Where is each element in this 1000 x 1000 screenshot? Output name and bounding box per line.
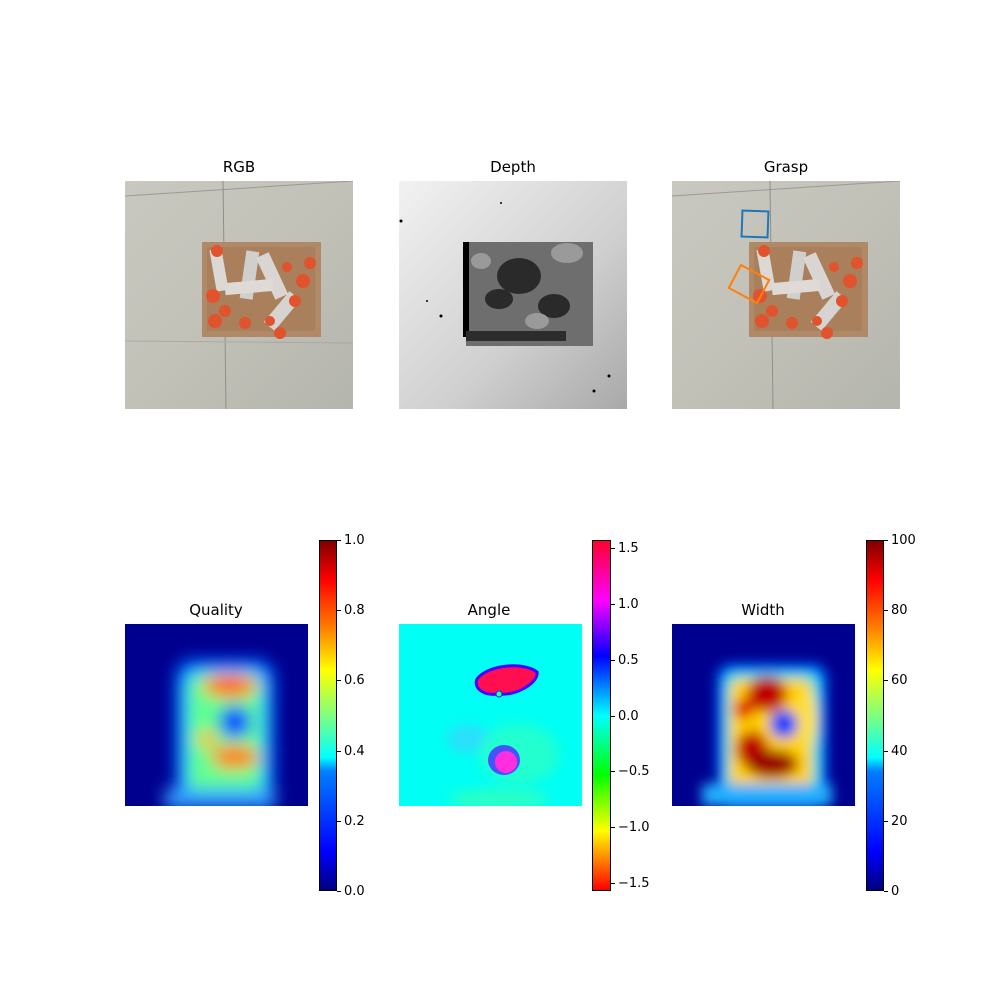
angle-colorbar-tick-label: 0.0 [618,709,639,724]
quality-colorbar-tick-label: 0.6 [344,673,365,688]
rgb-image [125,181,353,409]
quality-colorbar-tick-mark [337,891,341,892]
quality-title: Quality [189,601,243,619]
width-colorbar-tick-label: 80 [891,603,908,618]
grasp-image [672,181,900,409]
width-title: Width [741,601,785,619]
angle-title: Angle [467,601,511,619]
quality-colorbar-tick-mark [337,540,341,541]
width-colorbar-tick-label: 0 [891,884,900,899]
angle-colorbar-tick-mark [611,604,615,605]
angle-colorbar-tick-label: 0.5 [618,653,639,668]
quality-colorbar-tick-label: 0.0 [344,884,365,899]
quality-heatmap [125,624,308,806]
width-colorbar-tick-mark [884,891,888,892]
width-colorbar-tick-label: 60 [891,673,908,688]
angle-colorbar-tick-label: 1.0 [618,597,639,612]
rgb-title: RGB [222,158,256,176]
quality-colorbar-tick-label: 1.0 [344,533,365,548]
angle-colorbar-tick-mark [611,771,615,772]
width-colorbar-tick-mark [884,540,888,541]
angle-colorbar-tick-label: −0.5 [618,764,650,779]
width-colorbar-tick-label: 20 [891,814,908,829]
angle-colorbar-tick-mark [611,716,615,717]
depth-title: Depth [490,158,536,176]
angle-colorbar-tick-mark [611,660,615,661]
width-colorbar-tick-mark [884,610,888,611]
grasp-box-orange [727,263,771,305]
angle-colorbar-tick-label: −1.0 [618,820,650,835]
quality-colorbar [319,540,337,891]
quality-colorbar-tick-mark [337,751,341,752]
width-heatmap [672,624,855,806]
width-colorbar-tick-label: 100 [891,533,916,548]
angle-colorbar-tick-mark [611,883,615,884]
quality-colorbar-tick-label: 0.2 [344,814,365,829]
width-colorbar-tick-label: 40 [891,744,908,759]
quality-colorbar-tick-mark [337,821,341,822]
angle-colorbar-tick-mark [611,827,615,828]
angle-colorbar [592,540,611,891]
grasp-box-blue [740,209,770,239]
quality-colorbar-tick-mark [337,680,341,681]
angle-colorbar-tick-mark [611,548,615,549]
depth-image [399,181,627,409]
quality-colorbar-tick-mark [337,610,341,611]
angle-heatmap [399,624,582,806]
width-colorbar-tick-mark [884,821,888,822]
quality-colorbar-tick-label: 0.8 [344,603,365,618]
angle-colorbar-tick-label: −1.5 [618,876,650,891]
grasp-title: Grasp [763,158,809,176]
width-colorbar [866,540,884,891]
width-colorbar-tick-mark [884,680,888,681]
quality-colorbar-tick-label: 0.4 [344,744,365,759]
angle-colorbar-tick-label: 1.5 [618,541,639,556]
width-colorbar-tick-mark [884,751,888,752]
